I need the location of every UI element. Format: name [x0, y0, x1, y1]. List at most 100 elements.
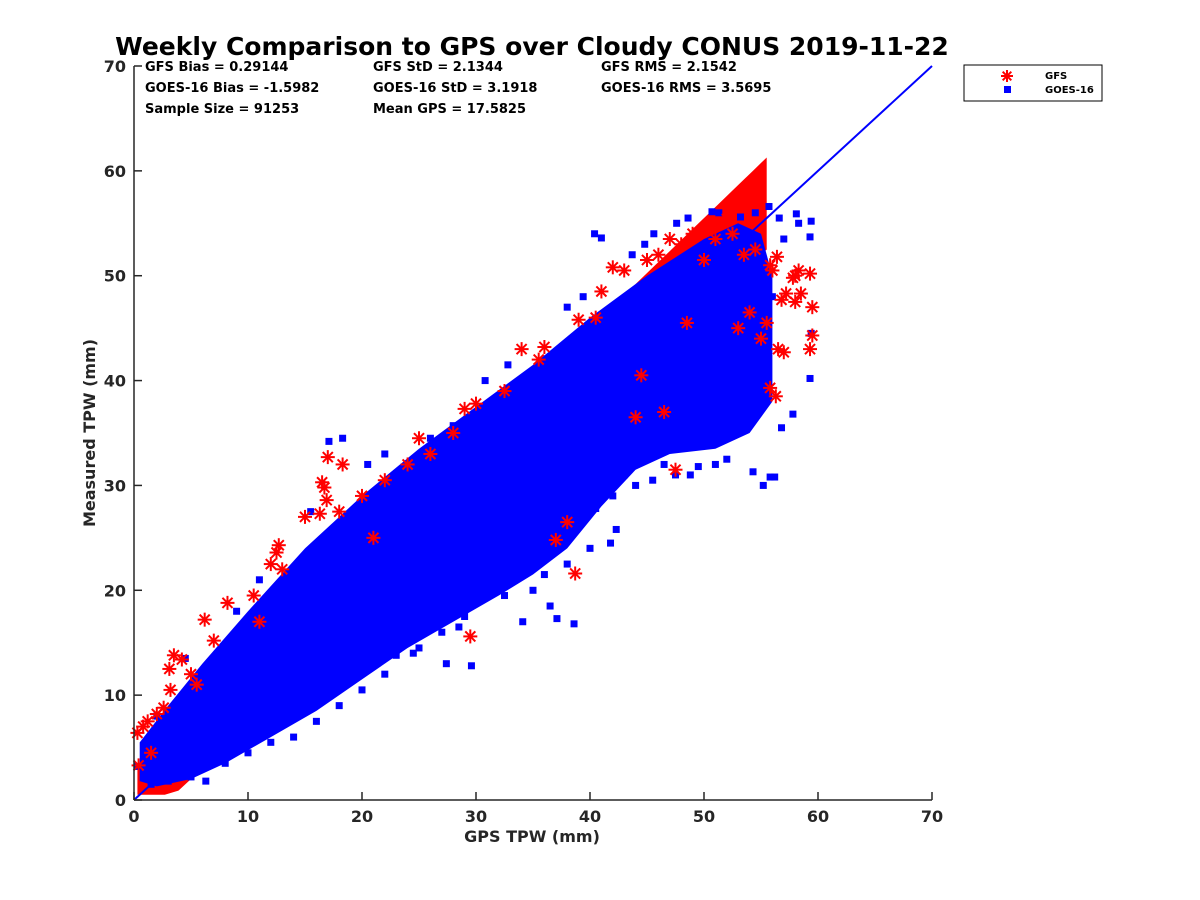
- goes16-point: [570, 620, 578, 628]
- y-axis: 0 10 20 30 40 50 60 70: [104, 57, 142, 810]
- gfs-point: [662, 232, 677, 247]
- goes16-point: [415, 644, 423, 652]
- legend: GFS GOES-16: [963, 64, 1103, 102]
- goes16-point: [628, 251, 636, 259]
- goes16-point: [620, 471, 628, 479]
- y-tick-label: 50: [104, 267, 126, 286]
- y-tick-label: 60: [104, 162, 126, 181]
- goes16-point: [504, 361, 512, 369]
- goes16-point: [795, 219, 803, 227]
- chart-title: Weekly Comparison to GPS over Cloudy CON…: [115, 32, 949, 61]
- goes16-point: [409, 649, 417, 657]
- gfs-point: [457, 401, 472, 416]
- gfs-point: [156, 700, 171, 715]
- x-tick-label: 70: [921, 807, 943, 826]
- goes16-point: [540, 571, 548, 579]
- gfs-legend-asterisk: [1001, 70, 1013, 82]
- gfs-point: [776, 345, 791, 360]
- gfs-point: [412, 431, 426, 446]
- x-tick-label: 50: [693, 807, 715, 826]
- legend-box: [963, 64, 1103, 102]
- goes16-point: [529, 586, 537, 594]
- gfs-point: [769, 249, 784, 264]
- goes16-point: [147, 780, 155, 788]
- gfs-point: [548, 532, 563, 547]
- gfs-point: [779, 286, 794, 301]
- gfs-point: [788, 294, 803, 309]
- goes16-point: [694, 463, 702, 471]
- goes16-point: [501, 592, 508, 600]
- gfs-point: [791, 263, 806, 278]
- gfs-point: [332, 504, 347, 519]
- x-tick-label: 0: [128, 807, 139, 826]
- goes16-point: [483, 592, 491, 600]
- gfs-point: [263, 557, 278, 572]
- legend-gfs-label: GFS: [1045, 71, 1067, 82]
- gfs-point: [768, 389, 783, 404]
- goes16-point: [202, 777, 210, 785]
- goes16-point: [449, 422, 457, 430]
- goes16-legend-square: [1004, 86, 1011, 93]
- legend-goes16-marker: [1004, 86, 1011, 93]
- y-tick-label: 30: [104, 476, 126, 495]
- goes16-point: [740, 424, 748, 432]
- goes16-point: [461, 613, 469, 620]
- gfs-point: [312, 506, 327, 521]
- gfs-point: [252, 614, 267, 629]
- goes16-point: [649, 476, 657, 484]
- goes16-point: [591, 230, 599, 238]
- stat-goes16-rms: GOES-16 RMS = 3.5695: [601, 81, 771, 96]
- stat-mean-gps: Mean GPS = 17.5825: [373, 102, 526, 117]
- goes16-point: [807, 217, 815, 225]
- gfs-point: [335, 457, 350, 472]
- gfs-point: [685, 226, 700, 241]
- goes16-point: [759, 481, 767, 489]
- goes16-point: [233, 607, 241, 615]
- goes16-point: [426, 434, 434, 442]
- gfs-point: [674, 237, 689, 252]
- goes16-point: [686, 471, 694, 479]
- goes16-point: [481, 377, 489, 385]
- y-tick-label: 0: [115, 791, 126, 810]
- gfs-point: [803, 266, 818, 281]
- goes16-point: [187, 773, 195, 781]
- y-tick-label: 10: [104, 686, 126, 705]
- gfs-point: [803, 342, 818, 357]
- goes16-point: [381, 670, 389, 678]
- goes16-point: [736, 213, 744, 221]
- goes16-point: [746, 356, 754, 364]
- goes16-point: [684, 214, 692, 222]
- gfs-point: [317, 480, 332, 495]
- goes16-point: [723, 377, 731, 385]
- goes16-point: [768, 293, 776, 301]
- gfs-point: [628, 410, 643, 425]
- x-tick-label: 60: [807, 807, 829, 826]
- goes16-point: [632, 481, 640, 489]
- goes16-point: [789, 410, 797, 418]
- gfs-point: [725, 226, 740, 241]
- gfs-point: [220, 595, 235, 610]
- goes16-point: [612, 525, 620, 533]
- goes16-point: [607, 539, 615, 547]
- goes16-point: [700, 403, 708, 411]
- gfs-point: [140, 714, 155, 729]
- gfs-point: [355, 488, 369, 503]
- goes16-point: [141, 744, 149, 752]
- gfs-point: [805, 328, 820, 343]
- gfs-point: [197, 612, 212, 627]
- goes16-point: [335, 702, 343, 710]
- gfs-point: [605, 260, 620, 275]
- gfs-point: [131, 758, 146, 773]
- gfs-point: [531, 352, 546, 367]
- gfs-point: [469, 396, 483, 411]
- goes16-point: [438, 628, 446, 636]
- stat-goes16-bias: GOES-16 Bias = -1.5982: [145, 81, 319, 96]
- goes16-point: [255, 576, 263, 584]
- goes16-point: [806, 233, 814, 241]
- goes16-point: [290, 733, 298, 741]
- goes16-point: [358, 686, 366, 694]
- y-axis-label: Measured TPW (mm): [80, 339, 99, 527]
- goes16-point: [592, 504, 600, 512]
- goes16-point: [597, 234, 605, 242]
- gfs-point: [588, 310, 603, 325]
